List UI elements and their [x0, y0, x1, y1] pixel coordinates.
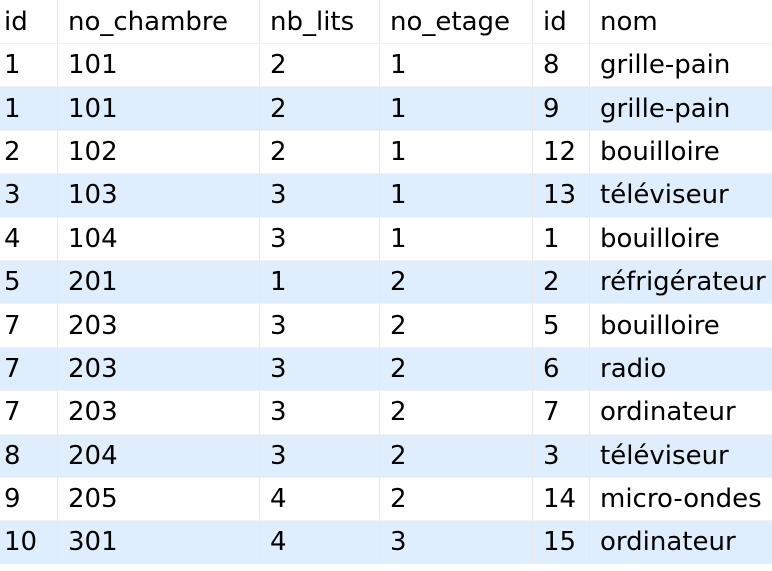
cell-no-chambre[interactable]: 203: [58, 390, 260, 434]
cell-id-2[interactable]: 9: [533, 86, 590, 130]
cell-nom[interactable]: grille-pain: [590, 86, 772, 130]
cell-nom[interactable]: ordinateur: [590, 390, 772, 434]
cell-id-2[interactable]: 7: [533, 390, 590, 434]
cell-id-2[interactable]: 6: [533, 346, 590, 391]
cell-id-2[interactable]: 15: [533, 520, 590, 564]
cell-nom[interactable]: téléviseur: [590, 173, 772, 217]
cell-nb-lits[interactable]: 3: [260, 346, 380, 391]
cell-no-chambre[interactable]: 104: [58, 216, 260, 260]
cell-nom[interactable]: bouilloire: [590, 216, 772, 260]
cell-id[interactable]: 2: [0, 129, 58, 174]
cell-no-chambre[interactable]: 101: [58, 86, 260, 130]
cell-no-chambre[interactable]: 203: [58, 303, 260, 347]
cell-id-2[interactable]: 8: [533, 43, 590, 87]
cell-no-chambre[interactable]: 203: [58, 346, 260, 391]
table-header: id no_chambre nb_lits no_etage id nom: [0, 0, 772, 43]
table-row[interactable]: 7 203 3 2 6 radio: [0, 346, 772, 391]
cell-no-chambre[interactable]: 204: [58, 433, 260, 477]
cell-id[interactable]: 10: [0, 520, 58, 564]
cell-nb-lits[interactable]: 2: [260, 43, 380, 87]
cell-nb-lits[interactable]: 3: [260, 433, 380, 477]
cell-no-etage[interactable]: 2: [380, 346, 533, 391]
cell-id[interactable]: 9: [0, 476, 58, 521]
table-row[interactable]: 7 203 3 2 5 bouilloire: [0, 303, 772, 347]
cell-nb-lits[interactable]: 2: [260, 129, 380, 174]
cell-no-etage[interactable]: 2: [380, 476, 533, 521]
cell-id[interactable]: 8: [0, 433, 58, 477]
cell-nom[interactable]: grille-pain: [590, 43, 772, 87]
cell-id[interactable]: 4: [0, 216, 58, 260]
cell-nb-lits[interactable]: 1: [260, 259, 380, 304]
cell-id[interactable]: 1: [0, 43, 58, 87]
cell-no-etage[interactable]: 1: [380, 216, 533, 260]
table-row[interactable]: 5 201 1 2 2 réfrigérateur: [0, 259, 772, 304]
cell-no-etage[interactable]: 3: [380, 520, 533, 564]
cell-nb-lits[interactable]: 4: [260, 520, 380, 564]
cell-id-2[interactable]: 2: [533, 259, 590, 304]
table-row[interactable]: 9 205 4 2 14 micro-ondes: [0, 476, 772, 521]
cell-nb-lits[interactable]: 3: [260, 216, 380, 260]
cell-id-2[interactable]: 12: [533, 129, 590, 174]
cell-nom[interactable]: bouilloire: [590, 303, 772, 347]
cell-nb-lits[interactable]: 2: [260, 86, 380, 130]
column-header-nb-lits[interactable]: nb_lits: [260, 0, 380, 43]
cell-no-chambre[interactable]: 205: [58, 476, 260, 521]
column-header-no-etage[interactable]: no_etage: [380, 0, 533, 43]
cell-no-etage[interactable]: 1: [380, 173, 533, 217]
cell-id[interactable]: 7: [0, 346, 58, 391]
cell-no-chambre[interactable]: 301: [58, 520, 260, 564]
cell-nom[interactable]: réfrigérateur: [590, 259, 772, 304]
table-row[interactable]: 2 102 2 1 12 bouilloire: [0, 129, 772, 174]
cell-id[interactable]: 7: [0, 390, 58, 434]
table-body: 1 101 2 1 8 grille-pain 1 101 2 1 9 grille-pain 2 102…: [0, 43, 772, 564]
table-row[interactable]: 3 103 3 1 13 téléviseur: [0, 173, 772, 217]
cell-id-2[interactable]: 13: [533, 173, 590, 217]
cell-no-etage[interactable]: 2: [380, 303, 533, 347]
table-row[interactable]: 7 203 3 2 7 ordinateur: [0, 390, 772, 434]
cell-nb-lits[interactable]: 4: [260, 476, 380, 521]
cell-id-2[interactable]: 5: [533, 303, 590, 347]
cell-no-etage[interactable]: 2: [380, 259, 533, 304]
cell-id[interactable]: 3: [0, 173, 58, 217]
header-row: id no_chambre nb_lits no_etage id nom: [0, 0, 772, 43]
cell-id[interactable]: 5: [0, 259, 58, 304]
cell-no-chambre[interactable]: 201: [58, 259, 260, 304]
column-header-nom[interactable]: nom: [590, 0, 772, 43]
cell-nb-lits[interactable]: 3: [260, 173, 380, 217]
cell-nom[interactable]: bouilloire: [590, 129, 772, 174]
cell-id[interactable]: 1: [0, 86, 58, 130]
cell-no-etage[interactable]: 1: [380, 129, 533, 174]
cell-nom[interactable]: radio: [590, 346, 772, 391]
cell-nb-lits[interactable]: 3: [260, 303, 380, 347]
cell-no-etage[interactable]: 1: [380, 86, 533, 130]
cell-no-chambre[interactable]: 103: [58, 173, 260, 217]
cell-id-2[interactable]: 1: [533, 216, 590, 260]
cell-no-chambre[interactable]: 101: [58, 43, 260, 87]
cell-no-etage[interactable]: 2: [380, 433, 533, 477]
cell-no-chambre[interactable]: 102: [58, 129, 260, 174]
cell-nom[interactable]: ordinateur: [590, 520, 772, 564]
cell-nom[interactable]: téléviseur: [590, 433, 772, 477]
table-row[interactable]: 1 101 2 1 8 grille-pain: [0, 43, 772, 87]
column-header-id[interactable]: id: [0, 0, 58, 43]
cell-no-etage[interactable]: 1: [380, 43, 533, 87]
table-row[interactable]: 1 101 2 1 9 grille-pain: [0, 86, 772, 130]
cell-nb-lits[interactable]: 3: [260, 390, 380, 434]
table-row[interactable]: 10 301 4 3 15 ordinateur: [0, 520, 772, 564]
column-header-no-chambre[interactable]: no_chambre: [58, 0, 260, 43]
cell-id-2[interactable]: 14: [533, 476, 590, 521]
cell-id[interactable]: 7: [0, 303, 58, 347]
column-header-id-2[interactable]: id: [533, 0, 590, 43]
table-row[interactable]: 8 204 3 2 3 téléviseur: [0, 433, 772, 477]
cell-id-2[interactable]: 3: [533, 433, 590, 477]
cell-no-etage[interactable]: 2: [380, 390, 533, 434]
cell-nom[interactable]: micro-ondes: [590, 476, 772, 521]
table-row[interactable]: 4 104 3 1 1 bouilloire: [0, 216, 772, 260]
